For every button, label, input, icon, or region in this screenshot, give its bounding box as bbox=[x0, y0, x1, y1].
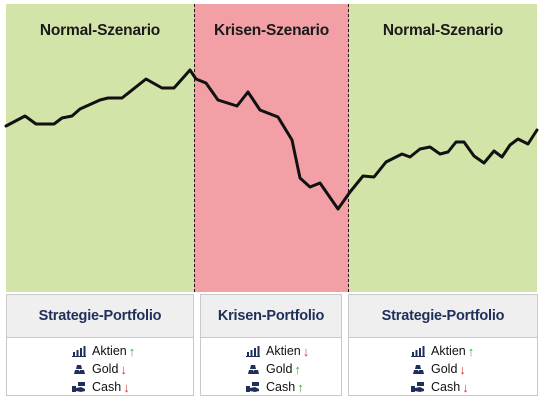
row-cash: Cash ↓ bbox=[349, 378, 537, 396]
row-gold: Gold ↓ bbox=[7, 360, 193, 378]
divider-right bbox=[348, 4, 349, 292]
asset-label: Cash bbox=[431, 380, 461, 394]
asset-label: Gold bbox=[266, 362, 293, 376]
asset-label: Gold bbox=[431, 362, 458, 376]
row-aktien: Aktien ↑ bbox=[7, 342, 193, 360]
asset-label: Gold bbox=[92, 362, 119, 376]
trend-up-arrow: ↑ bbox=[467, 343, 475, 359]
asset-label: Cash bbox=[266, 380, 296, 394]
cash-icon bbox=[411, 382, 424, 392]
asset-label: Aktien bbox=[266, 344, 301, 358]
asset-label: Aktien bbox=[431, 344, 466, 358]
chart-icon bbox=[246, 346, 260, 357]
asset-label: Aktien bbox=[92, 344, 127, 358]
asset-label: Cash bbox=[92, 380, 122, 394]
gold-icon bbox=[74, 365, 85, 374]
portfolio-card-strategy-right: Strategie-Portfolio Aktien ↑ Gold ↓ Cash… bbox=[348, 294, 538, 396]
row-aktien: Aktien ↓ bbox=[201, 342, 341, 360]
card-title: Krisen-Portfolio bbox=[201, 295, 341, 338]
cash-icon bbox=[72, 382, 85, 392]
zone-title: Normal-Szenario bbox=[382, 22, 504, 39]
zone-normal-left: Normal-Szenario bbox=[6, 4, 194, 292]
portfolio-card-strategy-left: Strategie-Portfolio Aktien ↑ Gold ↓ Cash… bbox=[6, 294, 194, 396]
card-title: Strategie-Portfolio bbox=[349, 295, 537, 338]
row-cash: Cash ↑ bbox=[201, 378, 341, 396]
trend-down-arrow: ↓ bbox=[120, 361, 127, 377]
trend-up-arrow: ↑ bbox=[297, 379, 304, 395]
trend-up-arrow: ↑ bbox=[128, 343, 136, 359]
trend-down-arrow: ↓ bbox=[123, 379, 130, 395]
cash-icon bbox=[246, 382, 259, 392]
portfolio-card-crisis: Krisen-Portfolio Aktien ↓ Gold ↑ Cash ↑ bbox=[200, 294, 342, 396]
zone-crisis: Krisen-Szenario bbox=[194, 4, 349, 292]
gold-icon bbox=[248, 365, 259, 374]
row-gold: Gold ↑ bbox=[201, 360, 341, 378]
divider-left bbox=[194, 4, 195, 292]
trend-down-arrow: ↓ bbox=[302, 343, 310, 359]
trend-up-arrow: ↑ bbox=[294, 361, 301, 377]
trend-down-arrow: ↓ bbox=[462, 379, 469, 395]
chart-icon bbox=[72, 346, 86, 357]
row-aktien: Aktien ↑ bbox=[349, 342, 537, 360]
card-title: Strategie-Portfolio bbox=[7, 295, 193, 338]
gold-icon bbox=[413, 365, 424, 374]
zone-normal-right: Normal-Szenario bbox=[349, 4, 537, 292]
chart-icon bbox=[411, 346, 425, 357]
zone-title: Krisen-Szenario bbox=[213, 22, 329, 39]
row-cash: Cash ↓ bbox=[7, 378, 193, 396]
trend-down-arrow: ↓ bbox=[459, 361, 466, 377]
zone-title: Normal-Szenario bbox=[39, 22, 161, 39]
row-gold: Gold ↓ bbox=[349, 360, 537, 378]
price-line bbox=[4, 68, 539, 211]
